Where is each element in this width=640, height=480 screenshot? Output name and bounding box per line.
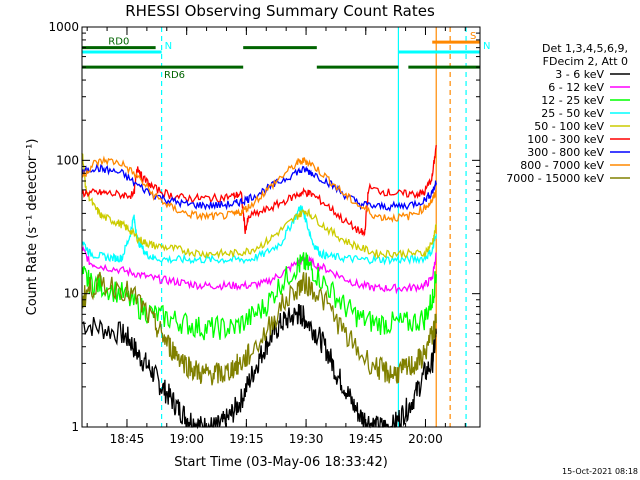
series-line-4: [81, 153, 437, 260]
y-tick-label: 1: [71, 420, 79, 434]
series-line-8: [81, 271, 437, 386]
legend-header: FDecim 2, Att 0: [543, 55, 628, 68]
series-line-7: [81, 155, 437, 223]
x-tick-label: 19:45: [348, 432, 383, 446]
legend-entry-label: 800 - 7000 keV: [520, 159, 604, 172]
x-tick-label: 19:15: [229, 432, 264, 446]
status-bar-label: RD6: [164, 70, 185, 81]
legend: Det 1,3,4,5,6,9,FDecim 2, Att 03 - 6 keV…: [506, 42, 630, 185]
x-tick-label: 19:00: [169, 432, 204, 446]
legend-entry-label: 50 - 100 keV: [534, 120, 604, 133]
x-tick-label: 20:00: [408, 432, 443, 446]
chart-title: RHESSI Observing Summary Count Rates: [125, 2, 435, 20]
status-bar-label: N: [165, 41, 172, 52]
legend-entry-label: 3 - 6 keV: [555, 68, 604, 81]
footer-timestamp: 15-Oct-2021 08:18: [562, 467, 638, 476]
legend-entry-label: 25 - 50 keV: [541, 107, 604, 120]
status-bar-label: S: [470, 31, 476, 42]
x-tick-label: 18:45: [110, 432, 145, 446]
x-tick-label: 19:30: [289, 432, 324, 446]
y-axis: 1 10 100 1000: [48, 20, 480, 434]
y-axis-label: Count Rate (s⁻¹ detector⁻¹): [25, 139, 40, 316]
series-line-1: [81, 245, 437, 295]
legend-entry-label: 6 - 12 keV: [548, 81, 604, 94]
marker-lines: [161, 27, 467, 427]
plot-frame: [81, 26, 481, 428]
status-bar-label: N: [483, 41, 490, 52]
y-tick-label: 10: [64, 287, 79, 301]
y-tick-label: 100: [56, 153, 79, 167]
legend-entry-label: 300 - 800 keV: [527, 146, 604, 159]
legend-entry-label: 12 - 25 keV: [541, 94, 604, 107]
status-bar-label: RD0: [108, 37, 129, 48]
x-axis-label: Start Time (03-May-06 18:33:42): [174, 455, 388, 470]
legend-entry-label: 100 - 300 keV: [527, 133, 604, 146]
x-axis: 18:45 19:00 19:15 19:30 19:45 20:00: [86, 27, 466, 446]
y-tick-label: 1000: [48, 20, 79, 34]
legend-header: Det 1,3,4,5,6,9,: [542, 42, 628, 55]
series-layer: [81, 145, 437, 430]
series-line-5: [81, 145, 437, 237]
series-line-3: [81, 205, 437, 266]
legend-entry-label: 7000 - 15000 keV: [506, 172, 604, 185]
series-line-2: [81, 252, 437, 341]
